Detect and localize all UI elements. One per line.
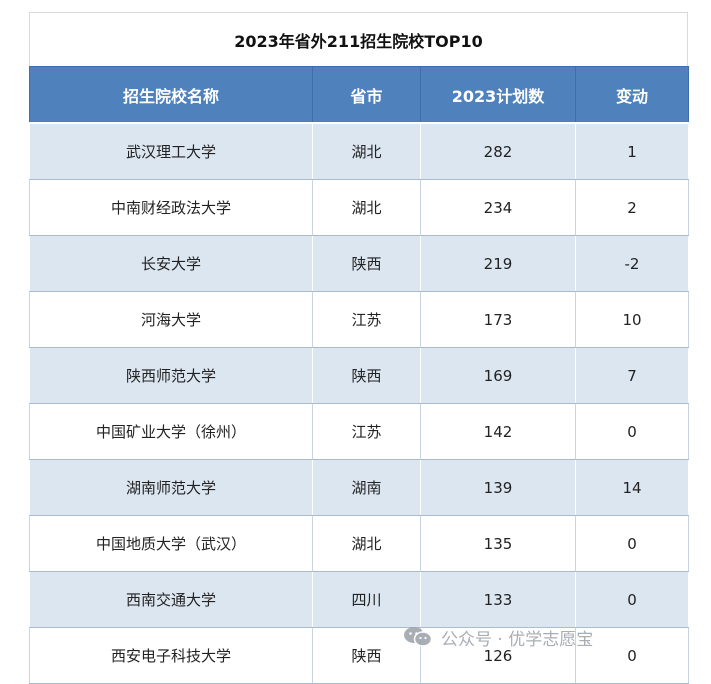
- table-row: 河海大学 江苏 173 10: [29, 291, 689, 348]
- cell-school: 中国矿业大学（徐州）: [29, 403, 313, 460]
- cell-plan: 133: [420, 571, 576, 628]
- cell-school: 河海大学: [29, 291, 313, 348]
- cell-province: 四川: [312, 571, 421, 628]
- cell-school: 长安大学: [29, 235, 313, 292]
- wechat-icon: [404, 627, 433, 647]
- cell-province: 陕西: [312, 235, 421, 292]
- header-change: 变动: [575, 66, 689, 124]
- header-plan-2023: 2023计划数: [420, 66, 576, 124]
- cell-plan: 234: [420, 179, 576, 236]
- cell-school: 陕西师范大学: [29, 347, 313, 404]
- table-row: 中国地质大学（武汉） 湖北 135 0: [29, 515, 689, 572]
- cell-plan: 219: [420, 235, 576, 292]
- header-school: 招生院校名称: [29, 66, 313, 124]
- cell-plan: 135: [420, 515, 576, 572]
- cell-change: 2: [575, 179, 689, 236]
- cell-school: 武汉理工大学: [29, 123, 313, 180]
- cell-plan: 169: [420, 347, 576, 404]
- table-body: 武汉理工大学 湖北 282 1 中南财经政法大学 湖北 234 2 长安大学 陕…: [29, 123, 689, 684]
- cell-plan: 139: [420, 459, 576, 516]
- table-row: 中南财经政法大学 湖北 234 2: [29, 179, 689, 236]
- cell-plan: 282: [420, 123, 576, 180]
- table-row: 武汉理工大学 湖北 282 1: [29, 123, 689, 180]
- cell-change: 1: [575, 123, 689, 180]
- table-row: 中国矿业大学（徐州） 江苏 142 0: [29, 403, 689, 460]
- header-province: 省市: [312, 66, 421, 124]
- table-row: 西南交通大学 四川 133 0: [29, 571, 689, 628]
- wechat-watermark: 公众号 · 优学志愿宝: [403, 620, 593, 654]
- table-row: 湖南师范大学 湖南 139 14: [29, 459, 689, 516]
- cell-province: 陕西: [312, 627, 421, 684]
- cell-school: 湖南师范大学: [29, 459, 313, 516]
- cell-province: 江苏: [312, 403, 421, 460]
- cell-province: 湖北: [312, 179, 421, 236]
- cell-province: 湖北: [312, 515, 421, 572]
- header-row: 招生院校名称 省市 2023计划数 变动: [29, 66, 689, 124]
- cell-change: -2: [575, 235, 689, 292]
- cell-change: 0: [575, 627, 689, 684]
- cell-change: 0: [575, 515, 689, 572]
- cell-province: 湖北: [312, 123, 421, 180]
- table-row: 长安大学 陕西 219 -2: [29, 235, 689, 292]
- ranking-table: 招生院校名称 省市 2023计划数 变动 武汉理工大学 湖北 282 1 中南财…: [29, 66, 689, 684]
- cell-school: 中南财经政法大学: [29, 179, 313, 236]
- watermark-text: 公众号 · 优学志愿宝: [441, 629, 594, 650]
- cell-change: 10: [575, 291, 689, 348]
- table-title: 2023年省外211招生院校TOP10: [29, 12, 688, 66]
- cell-change: 14: [575, 459, 689, 516]
- cell-change: 0: [575, 403, 689, 460]
- cell-plan: 126: [420, 627, 576, 684]
- cell-change: 0: [575, 571, 689, 628]
- ranking-table-container: 2023年省外211招生院校TOP10 招生院校名称 省市 2023计划数 变动…: [29, 12, 689, 684]
- table-row: 陕西师范大学 陕西 169 7: [29, 347, 689, 404]
- cell-school: 中国地质大学（武汉）: [29, 515, 313, 572]
- cell-change: 7: [575, 347, 689, 404]
- cell-school: 西安电子科技大学: [29, 627, 313, 684]
- cell-plan: 173: [420, 291, 576, 348]
- cell-plan: 142: [420, 403, 576, 460]
- cell-province: 江苏: [312, 291, 421, 348]
- cell-province: 湖南: [312, 459, 421, 516]
- table-row: 西安电子科技大学 陕西 126 0: [29, 627, 689, 684]
- cell-school: 西南交通大学: [29, 571, 313, 628]
- cell-province: 陕西: [312, 347, 421, 404]
